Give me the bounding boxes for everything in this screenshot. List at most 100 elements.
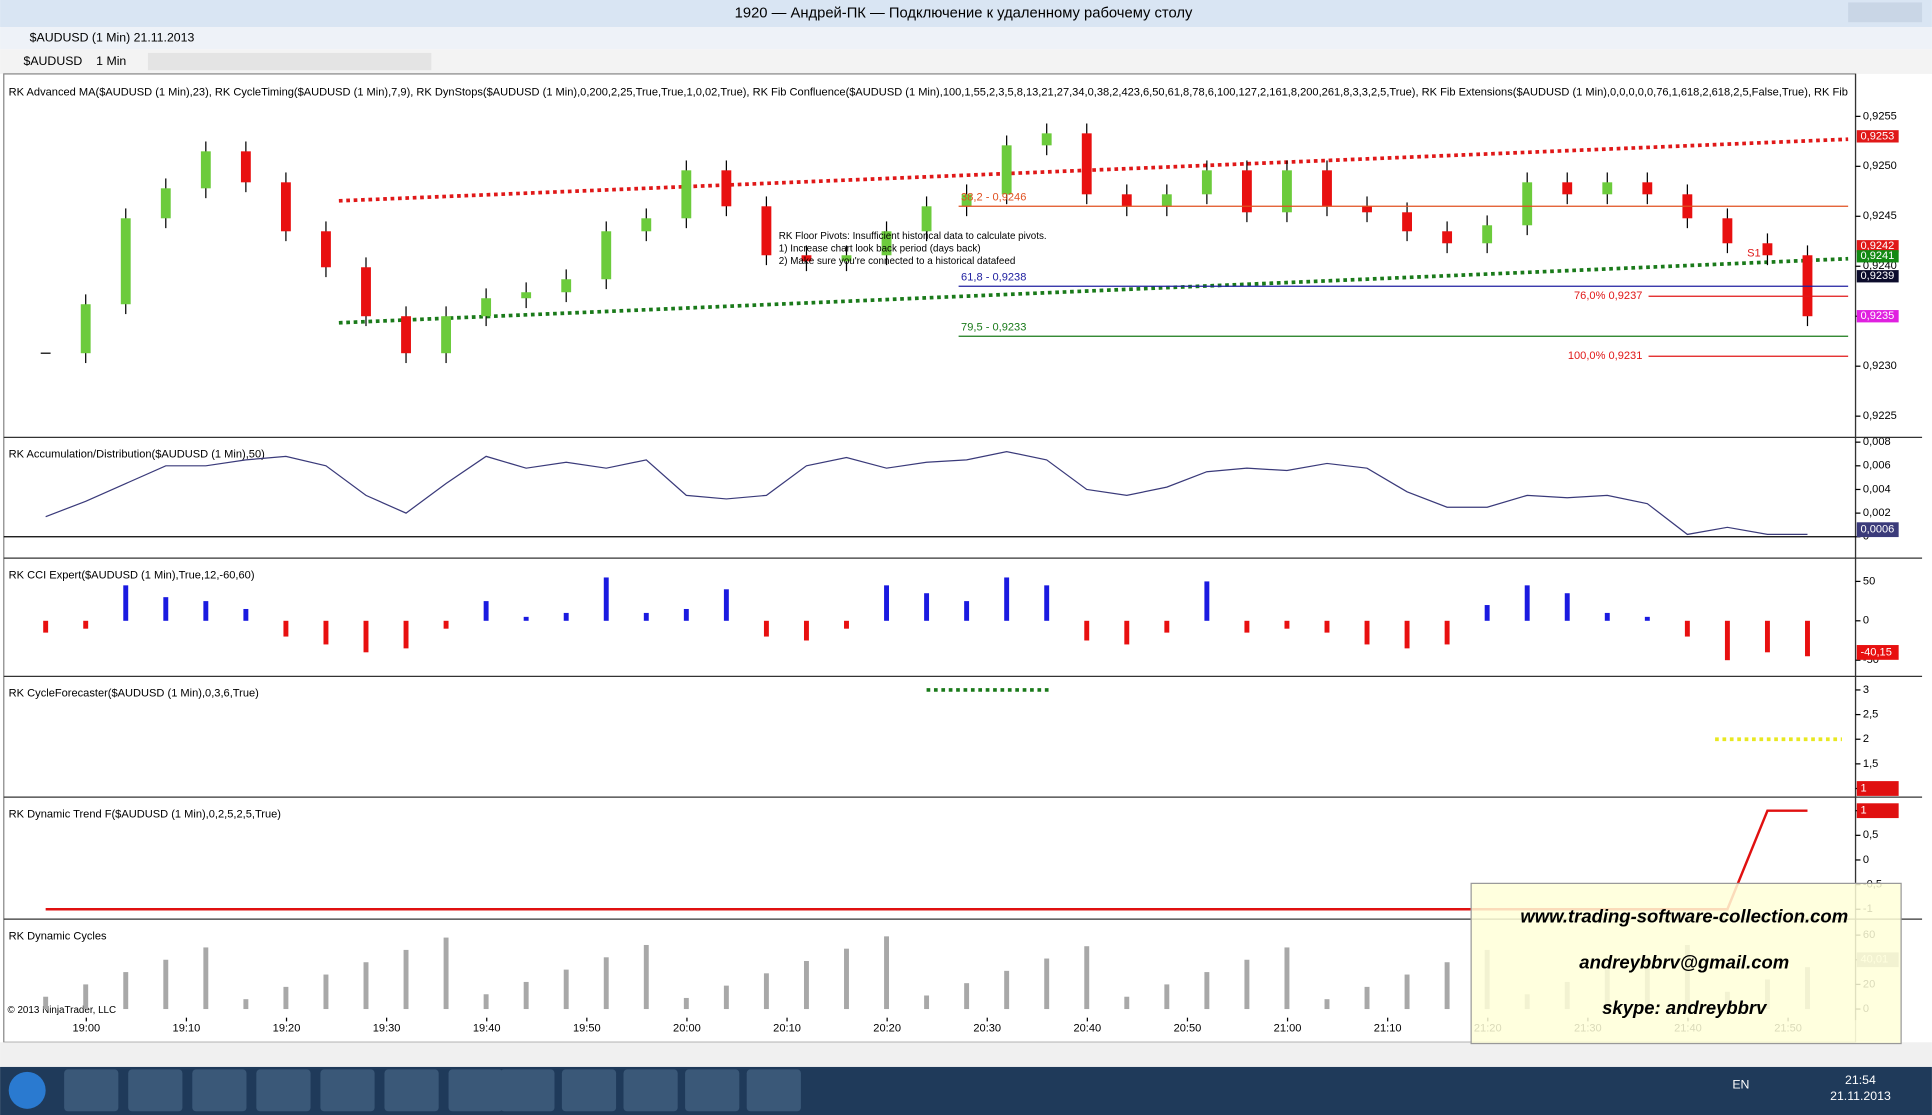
cci-bar: [283, 620, 289, 637]
cycle-bar: [1044, 958, 1050, 1010]
app-icon[interactable]: [128, 1069, 183, 1112]
candle: [841, 255, 852, 262]
app-icon[interactable]: [320, 1069, 375, 1112]
x-tick-label: 20:30: [973, 1023, 1001, 1035]
cci-bar: [1324, 620, 1330, 633]
pivot-note: RK Floor Pivots: Insufficient historical…: [779, 231, 1047, 242]
app-icon[interactable]: [623, 1069, 678, 1112]
x-tick-label: 20:40: [1073, 1023, 1101, 1035]
price-marker: [1856, 240, 1899, 253]
candle: [120, 218, 131, 305]
cci-bar: [1805, 620, 1810, 657]
candle: [1602, 182, 1613, 195]
candle: [321, 231, 331, 268]
x-tick-label: 19:40: [473, 1023, 501, 1035]
x-tick-label: 19:00: [72, 1023, 100, 1035]
candle: [961, 194, 972, 207]
clock-time[interactable]: 21:54: [1845, 1073, 1876, 1087]
cci-bar: [803, 620, 809, 641]
cci-bar: [1164, 620, 1170, 633]
cycle-bar: [1244, 959, 1250, 1010]
cci-bar: [203, 601, 209, 621]
candle: [801, 255, 812, 262]
cci-bar: [483, 601, 489, 621]
cycle-bar: [1164, 984, 1170, 1010]
app-icon[interactable]: [561, 1069, 617, 1112]
app-icon[interactable]: [448, 1069, 503, 1112]
instrument-selector[interactable]: $AUDUSD: [23, 54, 82, 68]
cycle-bar: [1404, 974, 1410, 1010]
cci-bar: [1284, 620, 1290, 629]
title-bar: [0, 0, 1932, 28]
cycle-bar: [1364, 986, 1370, 1010]
fib-label: 38,2 - 0,9246: [961, 192, 1026, 204]
app-icon[interactable]: [64, 1069, 119, 1112]
candle: [601, 231, 612, 280]
app-icon[interactable]: [685, 1069, 740, 1112]
app-icon[interactable]: [384, 1069, 439, 1112]
indicator-label: RK CycleForecaster($AUDUSD (1 Min),0,3,6…: [9, 688, 259, 700]
cycle-bar: [403, 949, 409, 1010]
candle: [1642, 182, 1653, 195]
y-tick-label: 3: [1863, 684, 1869, 696]
cycle-bar: [283, 986, 289, 1010]
y-tick-label: 0,9255: [1863, 110, 1897, 122]
candle: [481, 298, 492, 317]
taskbar-icons: [64, 1069, 801, 1112]
language-indicator[interactable]: EN: [1732, 1078, 1749, 1092]
last-value-label: -40,15: [1860, 646, 1891, 658]
clock-date[interactable]: 21.11.2013: [1830, 1089, 1891, 1103]
app-icon[interactable]: [500, 1069, 555, 1112]
cycle-bar: [123, 972, 129, 1010]
toolbar-buttons[interactable]: [147, 52, 432, 71]
cci-bar: [723, 589, 729, 621]
y-tick-label: 0,5: [1863, 829, 1878, 841]
cci-bar: [884, 585, 889, 621]
pivot-note: 2) Make sure you're connected to a histo…: [779, 256, 1016, 267]
period-selector[interactable]: 1 Min: [96, 54, 126, 68]
cycle-bar: [243, 999, 249, 1010]
last-value-box: [1856, 645, 1899, 660]
candle: [401, 316, 411, 354]
cci-bar: [1644, 616, 1650, 621]
price-marker-label: 0,9253: [1860, 130, 1894, 142]
cci-bar: [163, 597, 169, 621]
app-icon[interactable]: [746, 1069, 801, 1112]
price-marker: [1856, 310, 1899, 323]
app-icon[interactable]: [192, 1069, 247, 1112]
fib-label: 61,8 - 0,9238: [961, 272, 1026, 284]
last-value-label: 1: [1860, 805, 1866, 817]
cycle-bar: [1284, 947, 1290, 1010]
cci-bar: [1244, 620, 1250, 633]
y-tick-label: 0,9225: [1863, 410, 1897, 422]
cycle-bar: [603, 957, 609, 1010]
cci-bar: [1124, 620, 1130, 645]
start-button[interactable]: [8, 1071, 46, 1109]
cycle-bar: [563, 969, 569, 1010]
y-tick-label: 0: [1863, 854, 1869, 866]
candle: [1161, 194, 1172, 207]
cycle-bar: [763, 973, 769, 1010]
cycle-bar: [844, 948, 849, 1010]
cycle-bar: [803, 960, 809, 1010]
candle: [921, 206, 932, 232]
y-tick-label: 1,5: [1863, 758, 1878, 770]
candle: [1722, 218, 1733, 244]
watermark-text: skype: andreybbrv: [1602, 997, 1768, 1018]
candle: [761, 206, 772, 256]
candle: [80, 304, 91, 354]
indicator-label: RK Advanced MA($AUDUSD (1 Min),23), RK C…: [9, 86, 1848, 98]
candle: [160, 188, 171, 219]
cycle-bar: [1204, 972, 1210, 1010]
last-value-box: [1856, 522, 1899, 538]
candle: [280, 182, 291, 232]
app-icon[interactable]: [256, 1069, 311, 1112]
x-tick-label: 20:10: [773, 1023, 801, 1035]
scrollbar[interactable]: [0, 1042, 1932, 1067]
y-tick-label: 0,9250: [1863, 160, 1897, 172]
window-controls[interactable]: [1848, 2, 1923, 23]
ad-line: [45, 450, 1808, 536]
x-tick-label: 20:00: [673, 1023, 701, 1035]
